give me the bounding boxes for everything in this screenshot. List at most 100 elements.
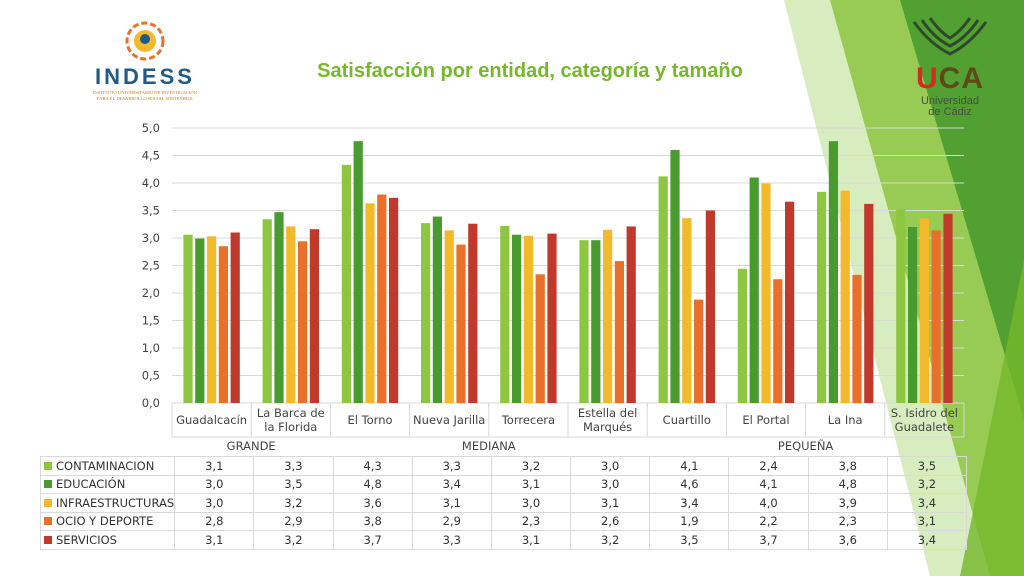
category-label: Cuartillo	[663, 413, 711, 427]
category-label: El Portal	[742, 413, 789, 427]
bar	[500, 225, 510, 403]
y-tick-label: 2,5	[142, 259, 160, 273]
category-label: la Florida	[264, 420, 317, 434]
table-cell: 3,1	[174, 530, 255, 550]
category-label: Nueva Jarilla	[413, 413, 485, 427]
bar	[535, 274, 545, 403]
y-tick-label: 0,5	[142, 369, 160, 383]
legend-entry: INFRAESTRUCTURAS	[39, 493, 176, 513]
table-cell: 3,4	[411, 474, 492, 494]
table-cell: 3,0	[174, 474, 255, 494]
legend-label: INFRAESTRUCTURAS	[56, 495, 175, 510]
table-cell: 2,3	[490, 511, 572, 531]
page-title: Satisfacción por entidad, categoría y ta…	[317, 60, 743, 82]
category-label: Marqués	[583, 420, 632, 434]
bar	[864, 203, 874, 403]
table-cell: 3,1	[174, 456, 255, 476]
uca-wordmark-u: U	[915, 62, 939, 95]
table-cell: 2,4	[728, 456, 809, 476]
table-cell: 3,0	[174, 493, 255, 513]
group-label: PEQUEÑA	[778, 438, 834, 453]
table-cell: 3,1	[570, 493, 651, 513]
table-cell: 3,4	[886, 530, 968, 550]
table-row: SERVICIOS 3,1 3,2 3,7 3,3 3,1 3,2 3,5 3,7 3,6 3,4	[39, 530, 968, 550]
bar	[468, 223, 478, 403]
bar	[456, 244, 466, 403]
green-ribbon-bottom	[960, 260, 1024, 576]
legend-label: CONTAMINACION	[56, 458, 155, 473]
category-label: La Ina	[828, 413, 863, 427]
table-cell: 3,7	[332, 530, 413, 550]
table-cell: 3,1	[886, 511, 968, 531]
legend-swatch	[44, 461, 52, 470]
table-cell: 3,2	[570, 530, 651, 550]
indess-logo: INDESS INSTITUTO UNIVERSITARIO DE INVEST…	[80, 20, 210, 101]
table-cell: 3,5	[886, 456, 968, 476]
table-cell: 4,3	[332, 456, 413, 476]
y-tick-label: 3,0	[142, 231, 160, 245]
table-cell: 3,3	[253, 456, 334, 476]
bar	[828, 141, 838, 403]
bar	[773, 279, 783, 403]
uca-wordmark-ca: CA	[938, 62, 984, 95]
table-cell: 3,0	[570, 474, 651, 494]
bar	[603, 229, 613, 403]
table-cell: 3,9	[807, 493, 888, 513]
bar	[444, 230, 454, 403]
bar	[579, 240, 589, 403]
y-tick-label: 4,5	[142, 149, 160, 163]
bar	[785, 201, 795, 403]
bar	[694, 299, 704, 403]
group-label: GRANDE	[227, 439, 276, 453]
table-cell: 4,8	[807, 474, 888, 494]
y-tick-label: 1,0	[142, 341, 160, 355]
bar	[591, 240, 601, 403]
y-tick-label: 3,5	[142, 204, 160, 218]
legend-entry: OCIO Y DEPORTE	[39, 511, 176, 531]
table-cell: 3,8	[807, 456, 888, 476]
legend-swatch	[44, 480, 52, 489]
bar	[207, 236, 217, 403]
table-cell: 3,1	[411, 493, 492, 513]
bar	[523, 235, 533, 403]
group-label: MEDIANA	[462, 439, 516, 453]
table-cell: 3,2	[886, 474, 968, 494]
bar	[943, 213, 953, 403]
bar	[183, 234, 193, 403]
y-tick-label: 0,0	[142, 396, 160, 410]
table-cell: 3,3	[411, 530, 492, 550]
table-cell: 4,6	[649, 474, 730, 494]
category-label: S. Isidro del	[891, 406, 958, 420]
uca-wordmark: UCA	[900, 62, 1000, 96]
bar	[614, 261, 624, 403]
table-cell: 3,2	[253, 530, 334, 550]
bar	[262, 219, 272, 403]
table-cell: 2,3	[807, 511, 888, 531]
bar	[670, 150, 680, 403]
bar	[749, 177, 759, 403]
table-cell: 4,8	[332, 474, 413, 494]
table-cell: 3,1	[490, 474, 572, 494]
bar	[658, 176, 668, 403]
table-row: CONTAMINACION 3,1 3,3 4,3 3,3 3,2 3,0 4,1 2,4 3,8…	[39, 456, 968, 476]
table-row: EDUCACIÓN 3,0 3,5 4,8 3,4 3,1 3,0 4,6 4,1 4,8 3,2	[39, 474, 968, 494]
legend-entry: CONTAMINACION	[39, 456, 176, 476]
table-cell: 3,7	[728, 530, 809, 550]
table-cell: 3,2	[253, 493, 334, 513]
bar	[705, 210, 715, 403]
bar	[682, 218, 692, 403]
bar	[353, 141, 363, 403]
table-cell: 2,6	[570, 511, 651, 531]
table-cell: 3,0	[570, 456, 651, 476]
bar	[389, 197, 399, 403]
bar	[286, 226, 296, 403]
table-cell: 2,9	[253, 511, 334, 531]
indess-wordmark: INDESS	[95, 64, 195, 89]
table-cell: 3,5	[253, 474, 334, 494]
table-cell: 3,4	[886, 493, 968, 513]
bar	[309, 229, 319, 403]
bar	[919, 218, 929, 403]
bar	[218, 246, 228, 403]
table-cell: 1,9	[649, 511, 730, 531]
